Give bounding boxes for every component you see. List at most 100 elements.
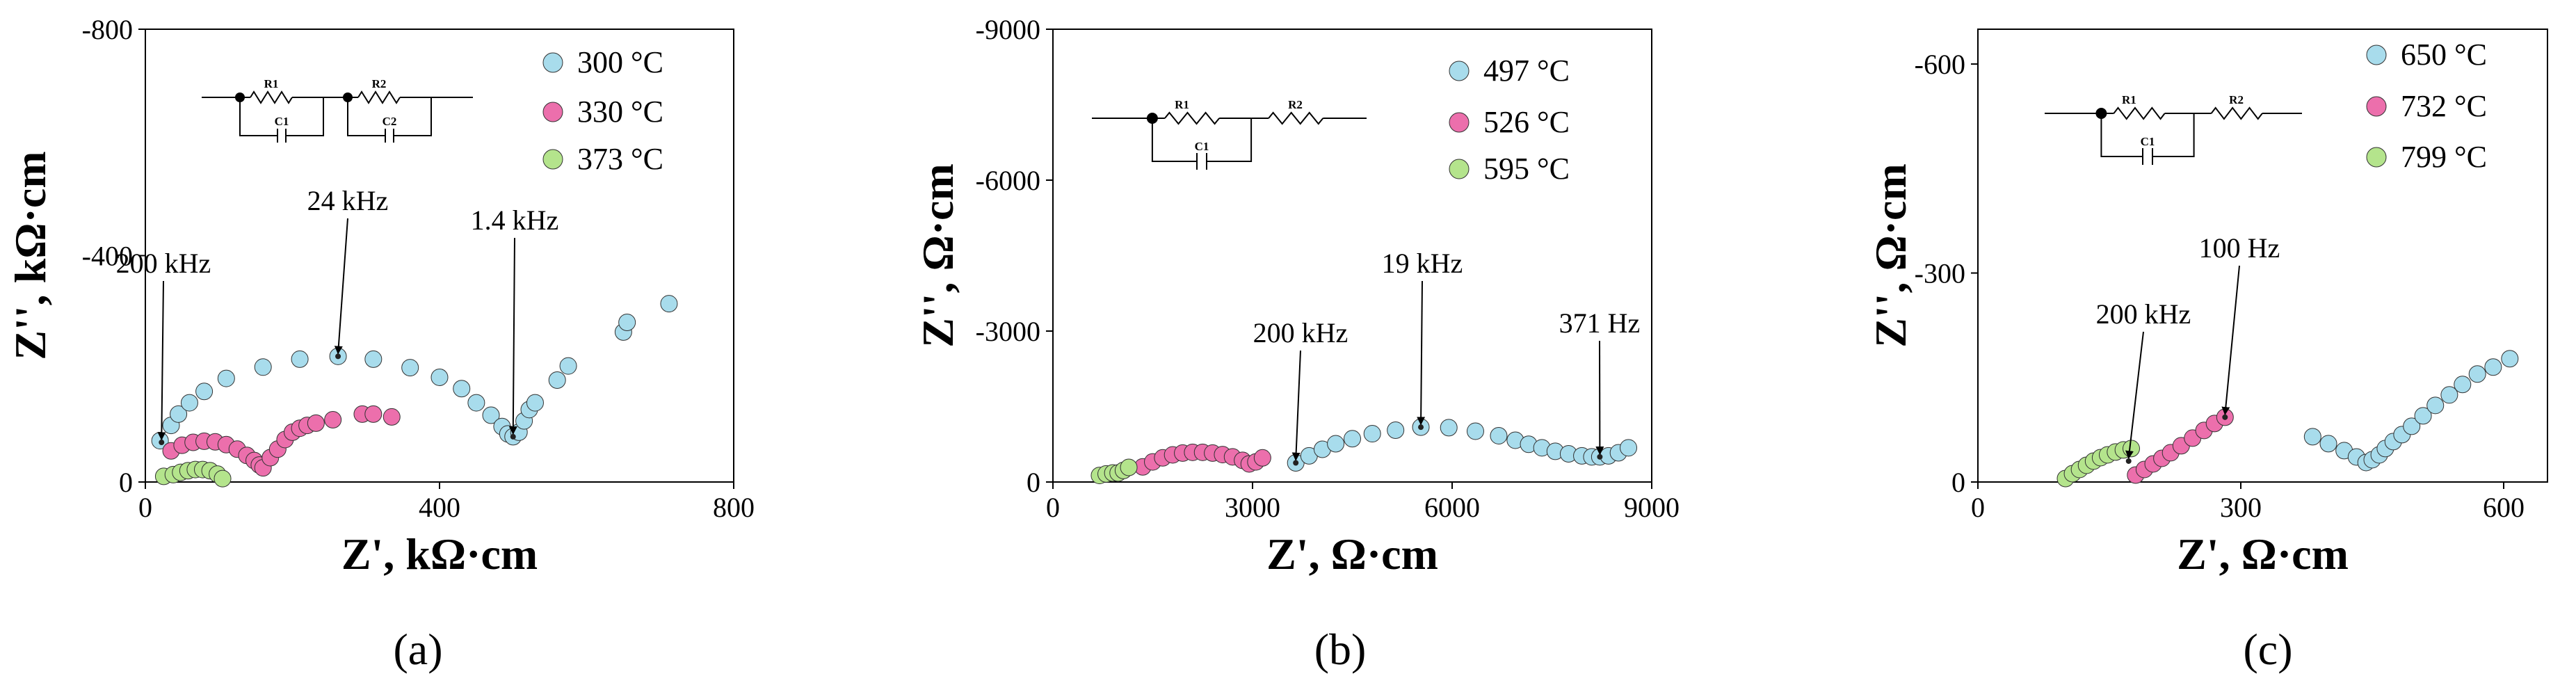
data-point — [2440, 386, 2458, 404]
annotation-arrow — [1417, 280, 1426, 426]
resistor-symbol — [250, 90, 293, 104]
x-tick-label: 3000 — [1225, 492, 1280, 523]
resistor-symbol — [2113, 106, 2166, 120]
y-tick-label: -3000 — [976, 316, 1040, 347]
panel-caption: (c) — [2243, 625, 2292, 674]
legend-label: 595 °C — [1483, 152, 1570, 186]
x-tick-label: 300 — [2220, 492, 2262, 523]
data-point — [2319, 435, 2337, 453]
x-tick-label: 9000 — [1624, 492, 1680, 523]
series-2 — [2127, 408, 2234, 484]
legend-marker — [1449, 112, 1470, 133]
plot-frame — [1052, 29, 1652, 483]
frequency-annotation: 200 kHz — [1253, 317, 1349, 348]
x-tick-label: 0 — [1971, 492, 1985, 523]
data-point — [2123, 440, 2140, 458]
data-point — [1620, 439, 1638, 457]
y-axis-label: Z'', Ω·cm — [913, 163, 963, 348]
series-3 — [154, 460, 232, 488]
data-point — [214, 469, 232, 488]
data-point — [383, 408, 401, 426]
y-tick-label: -400 — [82, 241, 133, 272]
circuit-wire — [1151, 118, 1253, 162]
equivalent-circuit: R1 C1 R2 — [1092, 98, 1367, 170]
data-point — [2501, 350, 2519, 368]
circuit-label: R1 — [264, 77, 279, 90]
x-axis-label: Z', Ω·cm — [1266, 529, 1438, 579]
data-point — [180, 394, 198, 412]
y-tick-label: 0 — [1951, 467, 1965, 498]
data-point — [2403, 417, 2421, 435]
data-point — [1363, 425, 1381, 443]
data-point — [254, 358, 272, 376]
frequency-marker — [1597, 453, 1603, 460]
data-point — [217, 369, 235, 387]
legend-label: 373 °C — [577, 142, 663, 176]
annotation-arrow — [334, 218, 348, 355]
x-axis-label: Z', Ω·cm — [2177, 529, 2349, 579]
circuit-label: C2 — [383, 115, 397, 128]
series-2 — [162, 405, 401, 477]
annotation-arrow — [2221, 265, 2240, 416]
data-point — [2426, 396, 2445, 415]
x-tick-label: 400 — [419, 492, 460, 523]
circuit-label: R2 — [1288, 98, 1303, 111]
circuit-label: R1 — [1175, 98, 1189, 111]
resistor-symbol — [357, 90, 401, 104]
legend-marker — [2366, 45, 2387, 65]
circuit-label: C1 — [1195, 140, 1209, 153]
series-2 — [1134, 443, 1271, 476]
x-tick-label: 0 — [1046, 492, 1060, 523]
data-point — [430, 368, 449, 386]
frequency-annotation: 371 Hz — [1559, 307, 1641, 339]
data-point — [2303, 428, 2321, 446]
frequency-marker — [335, 353, 341, 360]
legend-marker — [2366, 96, 2387, 117]
y-tick-label: -600 — [1915, 49, 1965, 80]
frequency-marker — [2222, 414, 2228, 420]
series-1 — [1287, 418, 1638, 472]
circuit-label: R1 — [2122, 93, 2136, 106]
data-point — [660, 295, 678, 313]
annotation-arrow — [2125, 331, 2144, 460]
data-point — [1253, 449, 1271, 467]
panel-caption: (a) — [393, 625, 442, 674]
data-point — [1327, 435, 1345, 453]
y-tick-label: 0 — [1027, 467, 1040, 498]
data-point — [1120, 458, 1138, 476]
frequency-annotation: 200 kHz — [2096, 298, 2191, 330]
data-point — [170, 405, 188, 423]
legend-marker — [542, 52, 563, 73]
x-tick-label: 0 — [138, 492, 152, 523]
data-point — [364, 405, 383, 423]
legend-label: 300 °C — [577, 45, 663, 79]
x-axis-label: Z', kΩ·cm — [341, 529, 538, 579]
circuit-label: C1 — [2141, 135, 2155, 148]
data-point — [401, 359, 419, 377]
y-axis-label: Z'', Ω·cm — [1866, 163, 1915, 348]
data-point — [1387, 421, 1405, 439]
data-point — [2484, 358, 2502, 376]
circuit-wire — [239, 97, 324, 136]
series-3 — [1090, 458, 1138, 485]
frequency-annotation: 100 Hz — [2199, 232, 2280, 264]
data-point — [1466, 422, 1484, 440]
resistor-symbol — [1164, 111, 1220, 125]
circuit-label: C1 — [275, 115, 289, 128]
y-tick-label: -6000 — [976, 165, 1040, 196]
frequency-marker — [510, 433, 516, 440]
frequency-annotation: 1.4 kHz — [471, 204, 559, 236]
circuit-label: R2 — [2229, 93, 2244, 106]
equivalent-circuit: R1 C1 R2 — [2045, 93, 2302, 165]
legend-marker — [2366, 147, 2387, 168]
data-point — [482, 406, 500, 424]
data-point — [2414, 407, 2432, 425]
circuit-wire — [2100, 113, 2195, 157]
series-1 — [151, 295, 678, 450]
resistor-symbol — [1268, 111, 1324, 125]
frequency-marker — [1418, 424, 1424, 431]
circuit-wire — [347, 97, 432, 136]
legend-marker — [1449, 61, 1470, 81]
y-tick-label: -300 — [1915, 258, 1965, 289]
panel-caption: (b) — [1314, 625, 1367, 674]
